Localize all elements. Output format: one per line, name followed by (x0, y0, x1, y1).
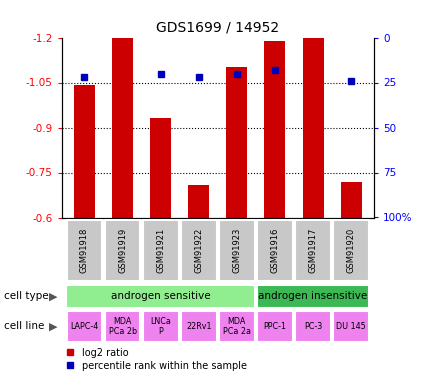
Bar (341, 182, 362, 218)
Text: PPC-1: PPC-1 (264, 322, 286, 331)
Text: GSM91917: GSM91917 (309, 228, 317, 273)
FancyBboxPatch shape (66, 285, 255, 308)
Text: GSM91919: GSM91919 (118, 228, 127, 273)
Text: LAPC-4: LAPC-4 (71, 322, 99, 331)
FancyBboxPatch shape (143, 311, 178, 342)
FancyBboxPatch shape (67, 220, 102, 280)
Text: ▶: ▶ (49, 321, 57, 331)
Text: GSM91922: GSM91922 (194, 228, 203, 273)
Text: ▶: ▶ (49, 291, 57, 301)
Bar (303, 38, 323, 218)
FancyBboxPatch shape (333, 311, 369, 342)
Bar (112, 38, 133, 218)
Bar (188, 184, 209, 218)
FancyBboxPatch shape (105, 220, 141, 280)
Text: DU 145: DU 145 (336, 322, 366, 331)
Bar (74, 86, 95, 218)
Text: GSM91920: GSM91920 (347, 228, 356, 273)
FancyBboxPatch shape (257, 311, 293, 342)
Text: GSM91918: GSM91918 (80, 228, 89, 273)
FancyBboxPatch shape (295, 311, 331, 342)
Text: GSM91921: GSM91921 (156, 228, 165, 273)
Text: androgen insensitive: androgen insensitive (258, 291, 368, 301)
Title: GDS1699 / 14952: GDS1699 / 14952 (156, 21, 279, 35)
Text: MDA
PCa 2a: MDA PCa 2a (223, 316, 251, 336)
Text: GSM91923: GSM91923 (232, 228, 241, 273)
Bar (264, 40, 286, 218)
FancyBboxPatch shape (219, 220, 255, 280)
Text: cell line: cell line (4, 321, 45, 331)
FancyBboxPatch shape (105, 311, 141, 342)
FancyBboxPatch shape (333, 220, 369, 280)
Text: MDA
PCa 2b: MDA PCa 2b (108, 316, 137, 336)
FancyBboxPatch shape (295, 220, 331, 280)
Text: cell type: cell type (4, 291, 49, 301)
Text: 22Rv1: 22Rv1 (186, 322, 212, 331)
FancyBboxPatch shape (181, 311, 217, 342)
FancyBboxPatch shape (181, 220, 217, 280)
Text: androgen sensitive: androgen sensitive (111, 291, 210, 301)
Text: LNCa
P: LNCa P (150, 316, 171, 336)
Bar (150, 118, 171, 218)
Bar (227, 68, 247, 218)
Text: PC-3: PC-3 (304, 322, 322, 331)
FancyBboxPatch shape (257, 220, 293, 280)
FancyBboxPatch shape (143, 220, 178, 280)
Text: GSM91916: GSM91916 (270, 228, 280, 273)
Legend: log2 ratio, percentile rank within the sample: log2 ratio, percentile rank within the s… (66, 348, 247, 371)
FancyBboxPatch shape (257, 285, 369, 308)
FancyBboxPatch shape (67, 311, 102, 342)
FancyBboxPatch shape (219, 311, 255, 342)
